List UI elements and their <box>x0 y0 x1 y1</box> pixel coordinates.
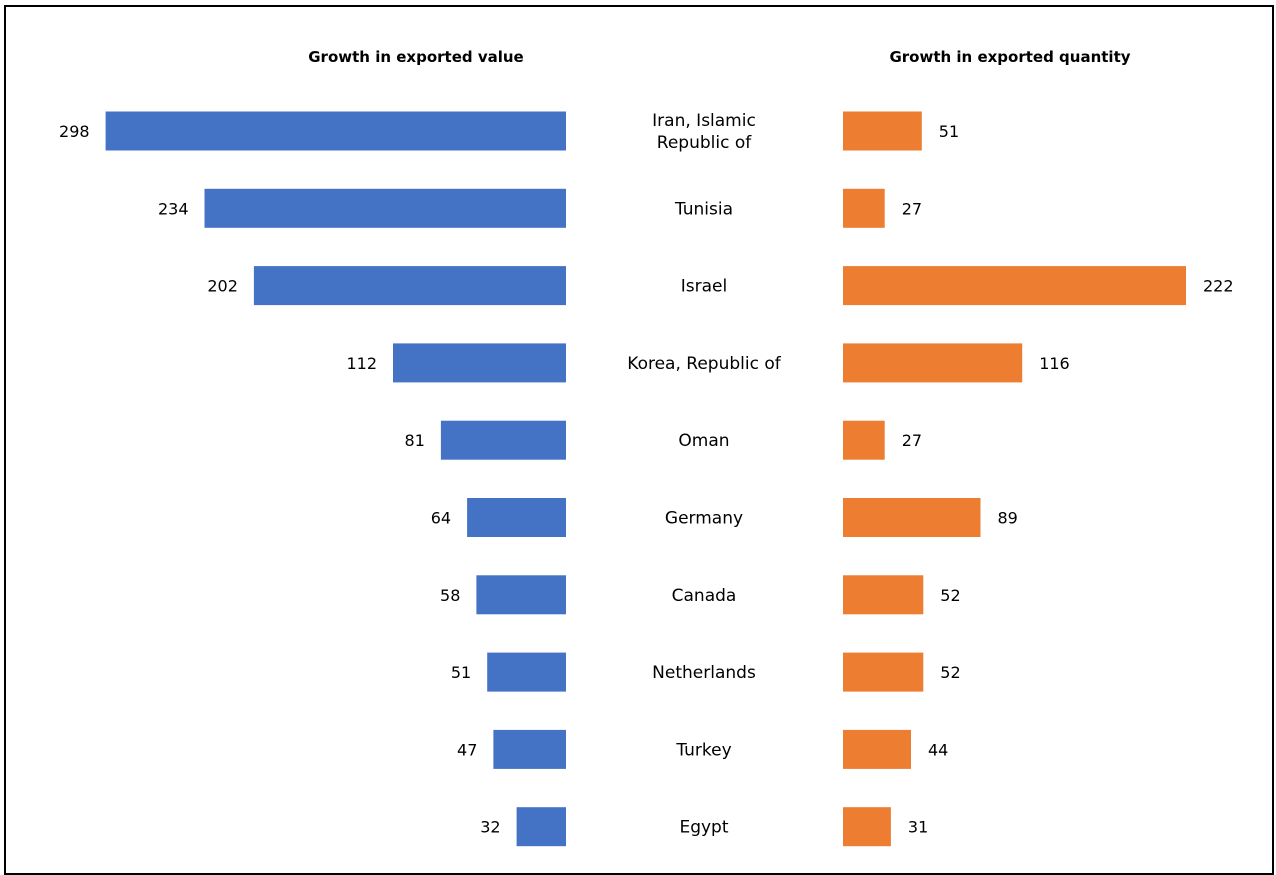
category-label: Korea, Republic of <box>627 354 781 374</box>
quantity-bar <box>843 498 981 537</box>
value-data-label: 47 <box>457 740 477 759</box>
value-data-label: 81 <box>405 431 425 450</box>
right-panel-title: Growth in exported quantity <box>889 48 1130 66</box>
quantity-data-label: 31 <box>908 818 928 837</box>
value-bar <box>105 111 566 151</box>
value-data-label: 32 <box>480 818 500 837</box>
category-label: Turkey <box>675 740 731 760</box>
quantity-data-label: 51 <box>939 122 959 141</box>
quantity-data-label: 89 <box>998 509 1018 528</box>
quantity-bar <box>843 807 891 847</box>
category-label: Germany <box>665 509 743 529</box>
value-bar <box>253 266 566 306</box>
quantity-bar <box>843 188 885 228</box>
category-label: Tunisia <box>674 199 733 219</box>
quantity-bar <box>843 420 885 460</box>
category-label: Oman <box>678 431 729 451</box>
quantity-data-label: 27 <box>902 431 922 450</box>
value-data-label: 298 <box>59 122 90 141</box>
quantity-data-label: 44 <box>928 740 948 759</box>
value-bar <box>476 575 566 615</box>
quantity-data-label: 116 <box>1039 354 1070 373</box>
value-data-label: 64 <box>431 509 451 528</box>
value-bar <box>440 420 566 460</box>
value-bar <box>467 498 566 537</box>
value-bar <box>516 807 566 847</box>
category-label: Iran, Islamic <box>652 111 756 131</box>
value-data-label: 234 <box>158 199 189 218</box>
value-bar <box>487 652 566 692</box>
category-label: Israel <box>681 277 727 297</box>
category-label: Republic of <box>657 133 752 153</box>
quantity-data-label: 52 <box>940 586 960 605</box>
quantity-bar <box>843 575 924 615</box>
value-bar <box>204 188 566 228</box>
quantity-bar <box>843 343 1023 383</box>
value-data-label: 51 <box>451 663 471 682</box>
left-panel-title: Growth in exported value <box>308 48 523 66</box>
quantity-bar <box>843 111 922 151</box>
quantity-data-label: 222 <box>1203 277 1234 296</box>
category-label: Canada <box>672 586 737 606</box>
quantity-bar <box>843 652 924 692</box>
value-data-label: 58 <box>440 586 460 605</box>
value-bars-group: 298 234 202 112 81 64 58 51 47 32 <box>59 111 566 847</box>
quantity-data-label: 27 <box>902 199 922 218</box>
value-bar <box>393 343 566 383</box>
quantity-data-label: 52 <box>940 663 960 682</box>
quantity-bar <box>843 729 911 769</box>
quantity-bars-group: 51 27 222 116 27 89 52 52 44 31 <box>843 111 1234 847</box>
category-label: Egypt <box>679 818 728 838</box>
category-label: Netherlands <box>652 663 756 683</box>
value-bar <box>493 729 566 769</box>
value-data-label: 202 <box>207 277 238 296</box>
value-data-label: 112 <box>346 354 377 373</box>
quantity-bar <box>843 266 1186 306</box>
